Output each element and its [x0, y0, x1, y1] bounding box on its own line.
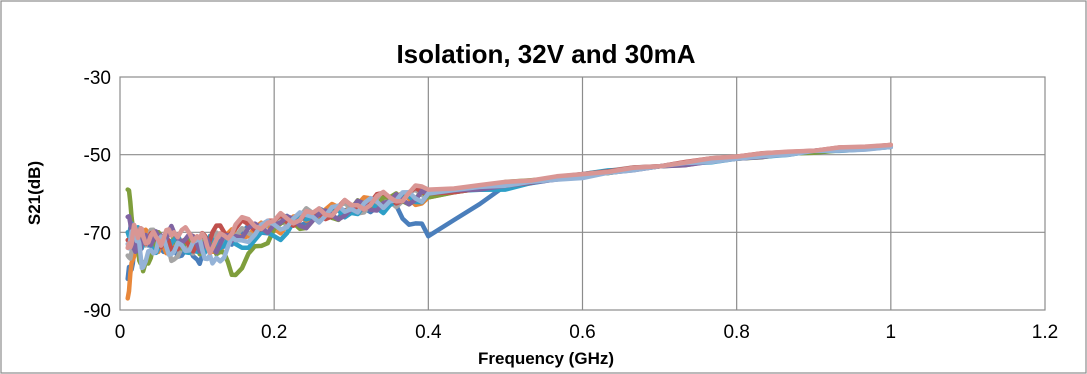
x-tick-label: 1.2 — [1032, 322, 1058, 343]
x-tick-label: 0 — [115, 322, 126, 343]
y-tick-label: -70 — [84, 223, 111, 244]
y-tick-label: -90 — [84, 301, 111, 322]
series-line — [125, 142, 894, 256]
y-axis-label: S21(dB) — [25, 161, 44, 225]
x-tick-label: 0.6 — [569, 322, 595, 343]
y-tick-label: -30 — [84, 68, 111, 89]
series-group — [125, 142, 894, 301]
x-tick-label: 0.4 — [415, 322, 442, 343]
y-tick-labels: -90 -70 -50 -30 — [84, 68, 111, 322]
series-line — [125, 144, 894, 271]
y-tick-label: -50 — [84, 146, 111, 167]
x-tick-label: 0.8 — [723, 322, 749, 343]
plot-frame — [119, 76, 1046, 311]
x-tick-label: 0.2 — [261, 322, 287, 343]
x-tick-label: 1 — [886, 322, 897, 343]
x-tick-labels: 0 0.2 0.4 0.6 0.8 1 1.2 — [115, 322, 1059, 343]
chart-title: Isolation, 32V and 30mA — [396, 39, 695, 69]
x-axis-label: Frequency (GHz) — [478, 349, 614, 368]
